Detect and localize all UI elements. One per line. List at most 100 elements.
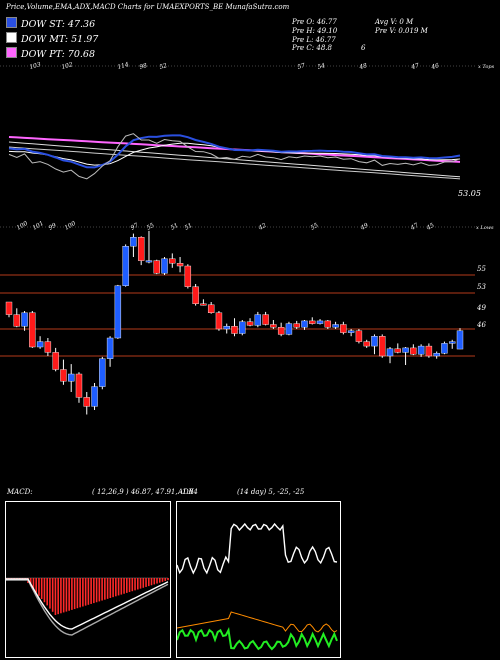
candle-body-45 xyxy=(355,330,363,342)
price-top-label-2: 99 xyxy=(48,222,58,232)
candle-body-5 xyxy=(44,341,52,353)
candle-body-7 xyxy=(60,369,67,382)
price-top-label-9: 55 xyxy=(310,222,320,232)
ema-top-label-7: 48 xyxy=(358,62,368,71)
candle-body-51 xyxy=(402,347,409,353)
candle-body-10 xyxy=(83,397,90,407)
price-top-label-3: 100 xyxy=(64,220,78,232)
candle-body-49 xyxy=(386,348,394,357)
candle-body-28 xyxy=(223,326,230,330)
price-top-label-0: 100 xyxy=(16,220,30,232)
ema-corner-label: x Tops xyxy=(478,64,495,70)
candle-body-24 xyxy=(192,286,199,305)
adx-plus-di-line xyxy=(176,611,338,633)
price-corner-label: x Lows xyxy=(476,225,494,231)
ema-price-line xyxy=(8,133,461,180)
candle-body-17 xyxy=(137,236,145,261)
candle-body-8 xyxy=(68,373,75,382)
legend-dow-pt: DOW PT: 70.68 xyxy=(6,47,95,60)
candle-body-39 xyxy=(309,320,316,324)
ema-short-line xyxy=(8,134,461,169)
adx-label: ADX xyxy=(178,488,194,496)
ema-top-label-0: 103 xyxy=(29,61,42,71)
candle-body-1 xyxy=(13,314,20,327)
adx-panel xyxy=(176,501,341,658)
ema-top-label-1: 102 xyxy=(61,61,74,71)
candle-body-53 xyxy=(417,345,425,355)
candle-body-11 xyxy=(91,386,98,407)
candle-body-16 xyxy=(130,236,137,247)
candle-body-4 xyxy=(36,341,44,348)
pre-low: Pre L: 46.77 xyxy=(292,36,336,44)
legend-swatch-mt xyxy=(6,32,17,43)
legend-label-st: DOW ST: 47.36 xyxy=(21,19,96,30)
legend-swatch-st xyxy=(6,17,17,28)
candle-body-38 xyxy=(301,320,308,328)
candle-body-52 xyxy=(410,347,417,355)
header-extra: 6 xyxy=(361,44,366,52)
chart-title: Price,Volume,EMA,ADX,MACD Charts for UMA… xyxy=(6,3,290,11)
legend-dow-st: DOW ST: 47.36 xyxy=(6,17,95,30)
ema-top-label-5: 57 xyxy=(297,62,306,71)
candle-body-40 xyxy=(316,320,324,324)
adx-params: (14 day) 5, -25, -25 xyxy=(237,488,305,496)
candle-body-56 xyxy=(441,343,448,354)
ema-mid-line xyxy=(8,142,461,166)
candle-body-23 xyxy=(184,265,192,287)
adx-minus-di-line xyxy=(176,627,338,651)
candle-body-12 xyxy=(99,358,106,387)
candle-body-29 xyxy=(231,326,238,334)
pre-volume: Pre V: 0.019 M xyxy=(375,27,428,35)
candle-body-43 xyxy=(340,324,347,333)
ema-top-label-4: 52 xyxy=(159,62,168,71)
candle-body-6 xyxy=(52,352,59,370)
candle-body-18 xyxy=(145,260,153,263)
price-top-label-10: 49 xyxy=(359,222,370,232)
candle-body-41 xyxy=(324,320,332,328)
candle-body-42 xyxy=(332,324,339,328)
candle-body-25 xyxy=(200,303,207,306)
candle-body-27 xyxy=(215,312,223,330)
candle-body-46 xyxy=(363,341,370,347)
macd-signal-line xyxy=(6,579,169,636)
price-top-label-4: 97 xyxy=(130,222,140,232)
macd-panel xyxy=(5,501,171,658)
candle-body-26 xyxy=(207,304,215,314)
candle-body-13 xyxy=(106,337,114,359)
ema-top-label-8: 47 xyxy=(410,62,420,71)
price-top-label-12: 45 xyxy=(425,222,436,232)
candle-body-34 xyxy=(270,324,277,328)
price-top-label-1: 101 xyxy=(32,220,45,232)
macd-line xyxy=(6,578,169,630)
pre-open: Pre O: 46.77 xyxy=(292,18,337,26)
candle-body-15 xyxy=(122,245,129,286)
candle-body-30 xyxy=(239,321,246,334)
level-label-4: 46 xyxy=(477,321,486,329)
candle-body-48 xyxy=(379,336,386,357)
legend-dow-mt: DOW MT: 51.97 xyxy=(6,32,98,45)
candle-body-9 xyxy=(75,373,83,398)
candle-body-44 xyxy=(347,330,355,333)
candle-body-57 xyxy=(449,341,456,344)
price-top-label-5: 55 xyxy=(146,222,156,232)
candle-body-55 xyxy=(433,353,440,357)
avg-volume: Avg V: 0 M xyxy=(375,18,414,26)
candle-body-32 xyxy=(254,314,262,326)
candle-body-20 xyxy=(161,258,168,274)
candle-body-33 xyxy=(262,314,269,325)
ema-long-white-2 xyxy=(8,146,461,180)
candle-body-3 xyxy=(29,312,36,348)
candle-body-47 xyxy=(371,336,378,347)
macd-params: ( 12,26,9 ) 46.87, 47.91, -1.04 xyxy=(92,488,198,496)
legend-label-pt: DOW PT: 70.68 xyxy=(21,49,95,60)
legend-swatch-pt xyxy=(6,47,17,58)
candle-body-19 xyxy=(153,260,160,274)
candle-body-14 xyxy=(114,285,122,339)
candle-body-22 xyxy=(176,263,184,267)
level-label-1: 55 xyxy=(477,265,486,273)
adx-line xyxy=(176,522,338,575)
price-top-label-8: 42 xyxy=(257,222,268,232)
candle-body-58 xyxy=(456,330,464,350)
candle-body-31 xyxy=(246,321,254,326)
